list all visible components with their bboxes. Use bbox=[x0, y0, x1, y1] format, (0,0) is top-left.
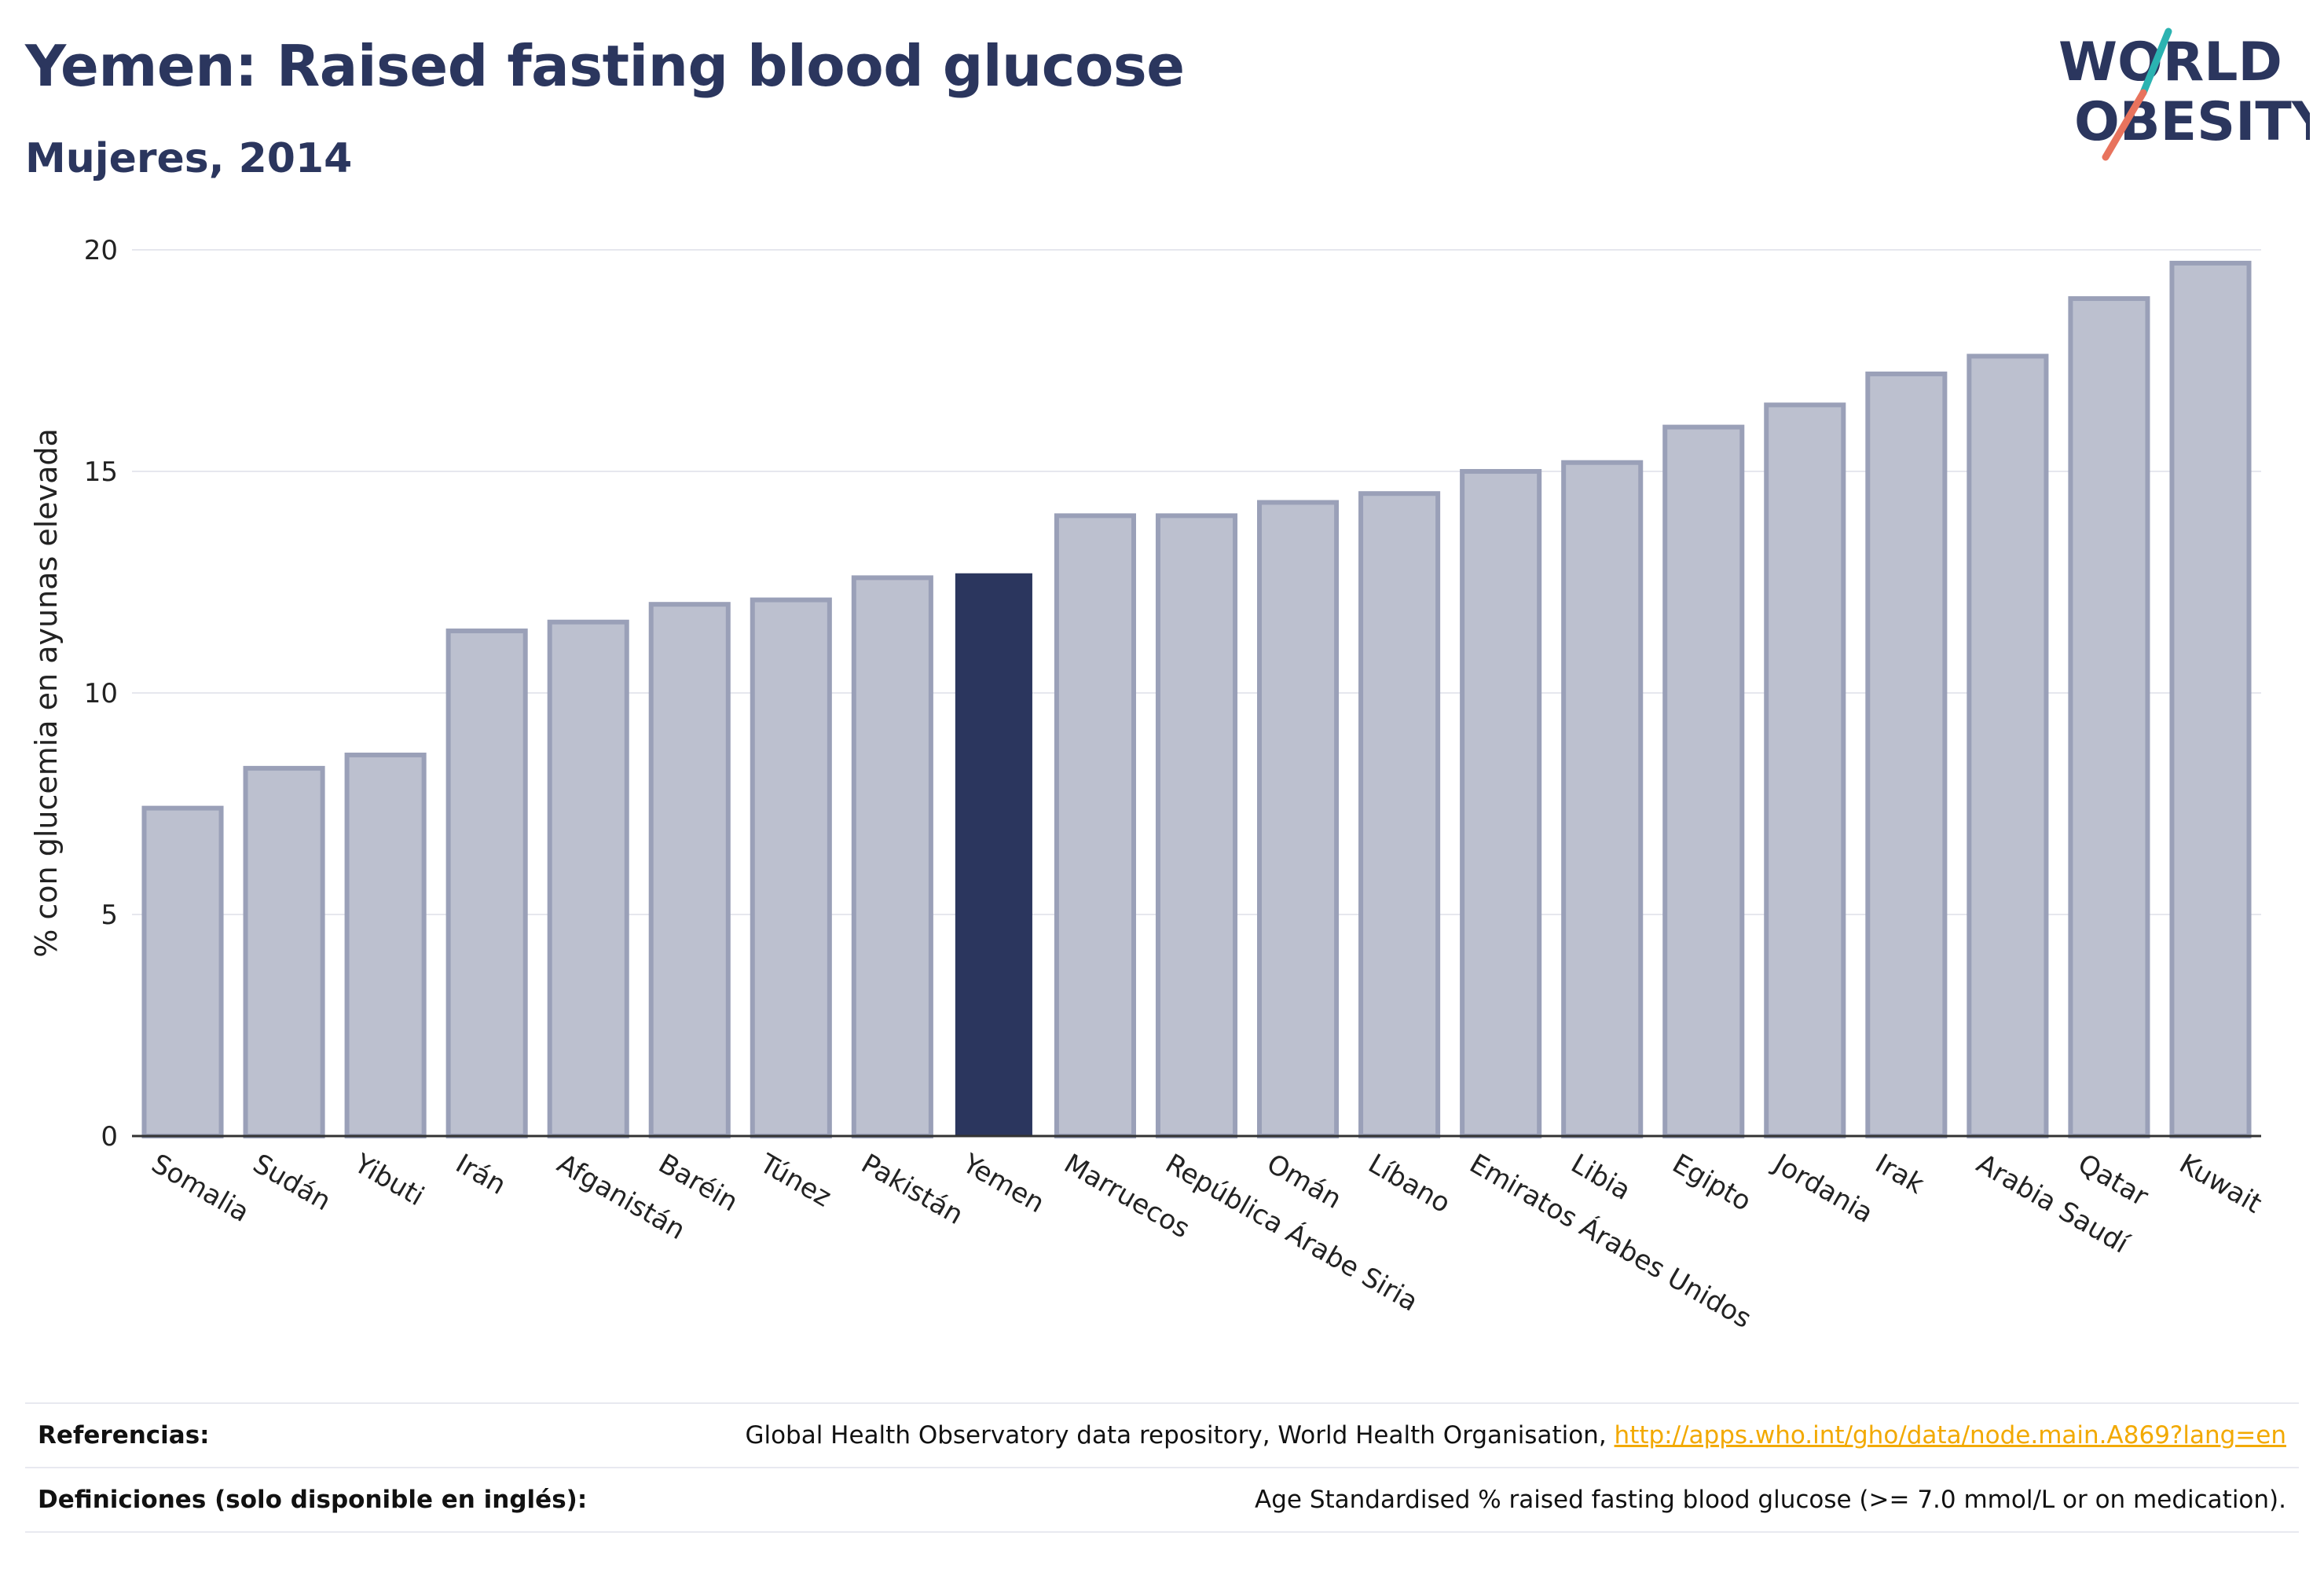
bar-arabia-saudí[interactable] bbox=[1967, 354, 2049, 1138]
x-tick-label: Yibuti bbox=[348, 1148, 429, 1213]
bar-qatar[interactable] bbox=[2068, 296, 2150, 1138]
bar-emiratos-árabes-unidos[interactable] bbox=[1460, 469, 1542, 1138]
y-tick-labels: 0 5 10 15 20 bbox=[84, 235, 118, 1153]
bar-sudán[interactable] bbox=[243, 765, 325, 1138]
y-tick-label: 10 bbox=[84, 678, 118, 709]
y-tick-label: 15 bbox=[84, 456, 118, 488]
bar-yemen[interactable] bbox=[955, 573, 1032, 1136]
references-value: Global Health Observatory data repositor… bbox=[745, 1421, 2299, 1450]
x-tick-label: Kuwait bbox=[2174, 1148, 2267, 1219]
logo-line1: WORLD bbox=[2058, 31, 2282, 93]
x-tick-label: Líbano bbox=[1363, 1148, 1456, 1219]
x-tick-label: Libia bbox=[1566, 1148, 1637, 1207]
bar-baréin[interactable] bbox=[648, 602, 731, 1138]
bar-omán[interactable] bbox=[1257, 500, 1340, 1138]
bar-marruecos[interactable] bbox=[1054, 513, 1136, 1138]
definitions-label: Definiciones (solo disponible en inglés)… bbox=[38, 1486, 588, 1514]
x-tick-label: Pakistán bbox=[856, 1148, 968, 1231]
bar-líbano[interactable] bbox=[1358, 491, 1441, 1138]
x-tick-label: Irán bbox=[450, 1148, 511, 1201]
x-tick-label: Sudán bbox=[247, 1148, 336, 1217]
x-tick-label: Jordania bbox=[1767, 1147, 1879, 1230]
chart-subtitle: Mujeres, 2014 bbox=[25, 135, 353, 182]
references-text: Global Health Observatory data repositor… bbox=[745, 1421, 1615, 1450]
logo-accent-coral-icon bbox=[2102, 89, 2147, 161]
bar-república-árabe-siria[interactable] bbox=[1155, 513, 1238, 1138]
y-tick-label: 20 bbox=[84, 235, 118, 266]
x-tick-label: Túnez bbox=[753, 1148, 836, 1214]
chart-title: Yemen: Raised fasting blood glucose bbox=[25, 33, 1185, 99]
world-obesity-logo: WORLD OBESITY bbox=[2058, 27, 2310, 161]
bar-pakistán[interactable] bbox=[851, 575, 933, 1138]
x-tick-label: Irak bbox=[1870, 1148, 1930, 1200]
y-axis-label: % con glucemia en ayunas elevada bbox=[29, 428, 64, 958]
bar-jordania[interactable] bbox=[1764, 402, 1846, 1138]
bar-irán[interactable] bbox=[445, 629, 528, 1138]
bar-irak[interactable] bbox=[1865, 371, 1948, 1139]
bar-túnez[interactable] bbox=[750, 597, 832, 1138]
references-label: Referencias: bbox=[38, 1421, 210, 1450]
bar-somalia[interactable] bbox=[141, 805, 224, 1138]
x-tick-label: Yemen bbox=[957, 1148, 1050, 1220]
bars bbox=[141, 260, 2252, 1139]
bar-kuwait[interactable] bbox=[2169, 260, 2252, 1138]
definitions-value: Age Standardised % raised fasting blood … bbox=[1255, 1486, 2286, 1514]
references-link[interactable]: http://apps.who.int/gho/data/node.main.A… bbox=[1614, 1421, 2286, 1450]
y-tick-label: 5 bbox=[101, 900, 118, 931]
footer-references-row: Referencias: Global Health Observatory d… bbox=[25, 1402, 2299, 1467]
y-tick-label: 0 bbox=[101, 1121, 118, 1153]
bar-libia[interactable] bbox=[1561, 460, 1644, 1138]
x-tick-label: Qatar bbox=[2073, 1148, 2154, 1213]
x-tick-label: Egipto bbox=[1667, 1148, 1757, 1218]
bar-afganistán[interactable] bbox=[547, 619, 629, 1138]
bar-yibuti[interactable] bbox=[344, 752, 427, 1139]
bar-egipto[interactable] bbox=[1662, 424, 1745, 1138]
footer-definitions-row: Definiciones (solo disponible en inglés)… bbox=[25, 1467, 2299, 1533]
x-tick-label: Somalia bbox=[146, 1148, 255, 1229]
logo-accent-teal-icon bbox=[2139, 27, 2172, 97]
